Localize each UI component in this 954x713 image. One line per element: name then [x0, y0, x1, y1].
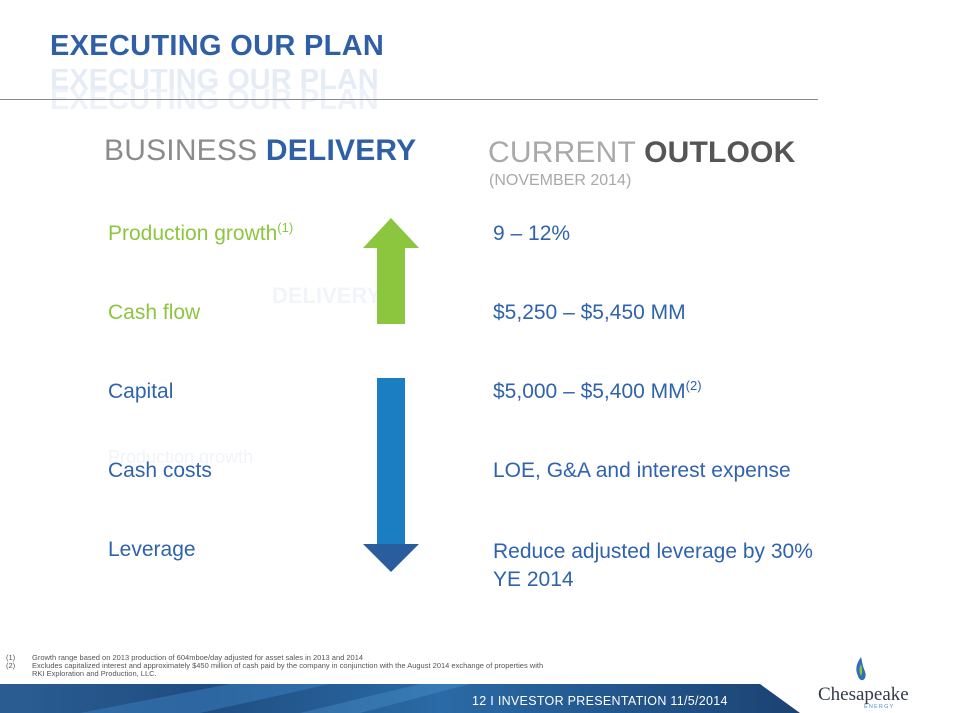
footnote-text: Growth range based on 2013 production of…: [32, 653, 364, 662]
footnote-ref: (2): [685, 378, 702, 393]
footnote-number: (2): [6, 661, 16, 670]
current-outlook-bold: OUTLOOK: [644, 136, 796, 169]
row-label-leverage: Leverage: [108, 538, 196, 561]
down-arrow-icon: [363, 378, 419, 572]
slide-title: EXECUTING OUR PLAN: [50, 30, 385, 62]
title-rule: [0, 99, 818, 100]
row-value-cash-flow: $5,250 – $5,450 MM: [493, 301, 686, 324]
footnote-2: (2) Excludes capitalized interest and app…: [6, 662, 543, 670]
ghost-echo-production: Production growth: [108, 447, 254, 467]
logo-wordmark: Chesapeake: [818, 684, 909, 705]
current-outlook-light: CURRENT: [488, 136, 645, 169]
row-value-text: $5,000 – $5,400 MM: [493, 380, 686, 403]
chesapeake-flame-icon: [856, 657, 866, 681]
row-value-production-growth: 9 – 12%: [493, 222, 571, 245]
row-value-line1: Reduce adjusted leverage by 30%: [493, 540, 813, 563]
up-arrow-icon: [363, 218, 419, 324]
row-value-cash-costs: LOE, G&A and interest expense: [493, 459, 791, 482]
current-outlook-heading: CURRENT OUTLOOK: [488, 136, 795, 170]
footer-bar: [0, 684, 800, 713]
footnote-ref: (1): [277, 220, 294, 235]
row-label-capital: Capital: [108, 380, 174, 403]
title-ghost-echo: EXECUTING OUR PLAN: [50, 64, 379, 96]
title-ghost-echo: EXECUTING OUR PLAN: [50, 84, 379, 116]
row-label-cash-flow: Cash flow: [108, 301, 201, 324]
footnotes: (1) Growth range based on 2013 production…: [6, 654, 543, 678]
up-arrow-shape: [363, 218, 419, 324]
ghost-echo-delivery: DELIVERY: [272, 283, 382, 308]
business-delivery-heading: BUSINESS DELIVERY: [104, 134, 416, 168]
footnote-1: (1) Growth range based on 2013 production…: [6, 654, 543, 662]
footnote-text-cont: RKI Exploration and Production, LLC.: [32, 669, 157, 678]
logo-tagline: ENERGY: [864, 704, 895, 710]
footer-text: 12 I INVESTOR PRESENTATION 11/5/2014: [472, 694, 728, 708]
business-delivery-bold: DELIVERY: [265, 134, 417, 167]
row-label-cash-costs: Cash costs: [108, 459, 212, 482]
down-arrow-shaft: [377, 378, 405, 544]
row-label-production-growth: Production growth(1): [108, 220, 294, 246]
row-label-text: Production growth: [108, 222, 278, 245]
footnote-text: Excludes capitalized interest and approx…: [32, 661, 544, 670]
current-outlook-subtitle: (NOVEMBER 2014): [489, 172, 632, 189]
footnote-2-cont: RKI Exploration and Production, LLC.: [6, 670, 543, 678]
business-delivery-light: BUSINESS: [104, 134, 266, 167]
row-value-capital: $5,000 – $5,400 MM(2): [493, 378, 702, 404]
down-arrow-head: [363, 544, 419, 572]
row-value-leverage: Reduce adjusted leverage by 30% YE 2014: [493, 538, 813, 594]
row-value-line2: YE 2014: [493, 568, 574, 591]
footnote-number: (1): [6, 653, 16, 662]
